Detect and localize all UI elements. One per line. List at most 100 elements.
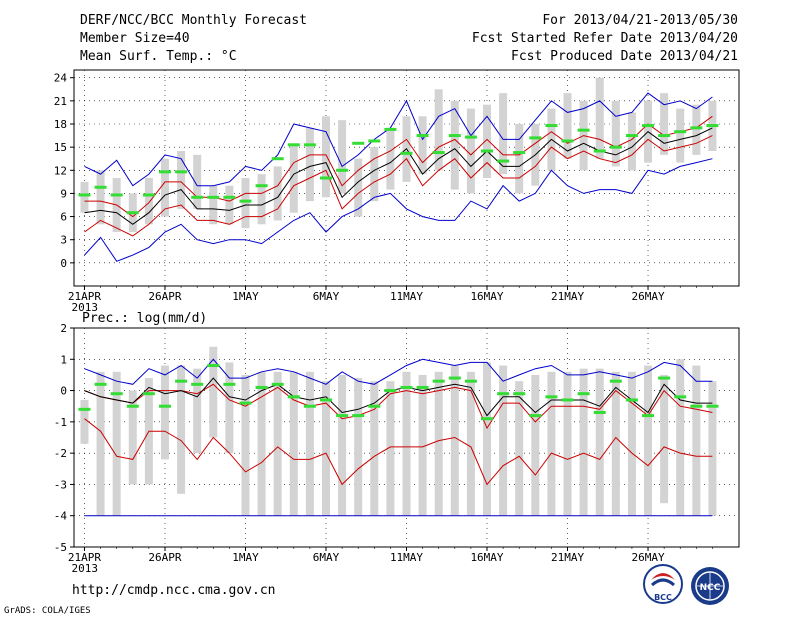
footer-url[interactable]: http://cmdp.ncc.cma.gov.cn [72,583,276,598]
precipitation-box [177,365,186,494]
temperature-box [660,93,669,155]
precipitation-box [112,371,121,516]
precipitation-ytick-label: -3 [54,478,67,491]
temperature-box [305,127,314,202]
temperature-ytick-label: 15 [54,141,67,154]
precipitation-box [547,371,556,516]
temperature-median-marker [110,193,123,197]
temperature-box [321,116,330,198]
temperature-ytick-label: 21 [54,95,67,108]
temperature-median-marker [78,193,91,197]
precipitation-ytick-label: 2 [60,322,67,335]
temperature-median-marker [319,176,332,180]
precipitation-box [289,371,298,516]
precipitation-median-marker [464,379,477,383]
precipitation-box [611,371,620,516]
precipitation-box [96,371,105,516]
precipitation-inner-high-line [84,383,713,430]
header-produced-date: Fcst Produced Date 2013/04/21 [511,49,738,64]
precipitation-xtick-label: 26MAY [631,551,664,564]
precipitation-median-marker [545,395,558,399]
temperature-inner-high-line [84,115,713,218]
temperature-box [595,77,604,159]
temperature-box [257,174,266,225]
temperature-xtick-label: 6MAY [313,290,340,303]
precipitation-outer-high-line [84,358,713,385]
precipitation-box [370,381,379,516]
precipitation-xtick-label: 21MAY [551,551,584,564]
temperature-median-marker [609,145,622,149]
precipitation-box [209,346,218,438]
precipitation-box [225,362,234,454]
temperature-median-marker [352,141,365,145]
precipitation-box [579,368,588,516]
precipitation-ytick-label: 1 [60,353,67,366]
precipitation-box [563,371,572,516]
precipitation-box [354,378,363,516]
precipitation-inner-low-line [84,418,713,486]
temperature-median-marker [642,124,655,128]
precipitation-median-marker [625,398,638,402]
precipitation-box [418,374,427,516]
precipitation-box [515,381,524,516]
precipitation-median-marker [271,382,284,386]
temperature-median-marker [384,127,397,131]
precipitation-median-marker [561,398,574,402]
precipitation-median-marker [690,404,703,408]
precipitation-median-marker [513,392,526,396]
temperature-box [563,93,572,159]
precipitation-median-marker [303,404,316,408]
header-title: DERF/NCC/BCC Monthly Forecast [80,13,307,28]
header-started-date: Fcst Started Refer Date 2013/04/20 [472,31,738,46]
temperature-xtick-label: 16MAY [470,290,503,303]
temperature-box [483,104,492,178]
precipitation-box [450,365,459,516]
temperature-median-marker [674,130,687,134]
precipitation-chart: -5 -4 -3 -2 -1 0 1 2 21APR 26APR 1MAY 6MAY 11MAY 16MA… [54,322,740,575]
precipitation-box [499,365,508,516]
temperature-median-marker [400,151,413,155]
temperature-year-label: 2013 [71,301,98,314]
precipitation-median-marker [416,385,429,389]
precipitation-median-marker [94,382,107,386]
precipitation-box [273,371,282,516]
temperature-xtick-label: 1MAY [232,290,259,303]
precipitation-median-marker [497,392,510,396]
temperature-median-marker [336,168,349,172]
precipitation-median-marker [191,382,204,386]
precipitation-box [80,399,89,444]
temperature-box [209,185,218,225]
precipitation-median-marker [255,385,268,389]
precipitation-box [466,371,475,516]
precipitation-box [128,390,137,485]
precipitation-mean-line [84,377,713,417]
precipitation-year-label: 2013 [71,562,98,575]
temperature-box [80,181,89,213]
temperature-median-marker [481,149,494,153]
precipitation-median-marker [593,410,606,414]
precipitation-median-marker [239,401,252,405]
temperature-box [160,158,169,217]
temperature-mean-line [84,127,713,225]
precipitation-median-marker [336,414,349,418]
temperature-median-marker [497,159,510,163]
temperature-median-marker [94,185,107,189]
temperature-box [386,127,395,190]
precipitation-box [434,371,443,516]
temperature-ytick-label: 12 [54,164,67,177]
temperature-xtick-label: 26APR [148,290,181,303]
temperature-box [289,143,298,213]
temperature-box [450,100,459,190]
temperature-box [611,100,620,167]
temperature-median-marker [593,149,606,153]
bcc-logo: BCC [643,564,683,604]
temperature-median-marker [577,128,590,132]
temperature-box [273,166,282,221]
temperature-box [354,158,363,217]
precipitation-box [305,371,314,516]
precipitation-box [321,381,330,516]
temperature-median-marker [690,126,703,130]
temperature-chart: 0 3 6 9 12 15 18 21 24 21APR 26APR 1MAY 6MAY 11MAY 16M… [54,69,740,314]
temperature-median-marker [513,151,526,155]
